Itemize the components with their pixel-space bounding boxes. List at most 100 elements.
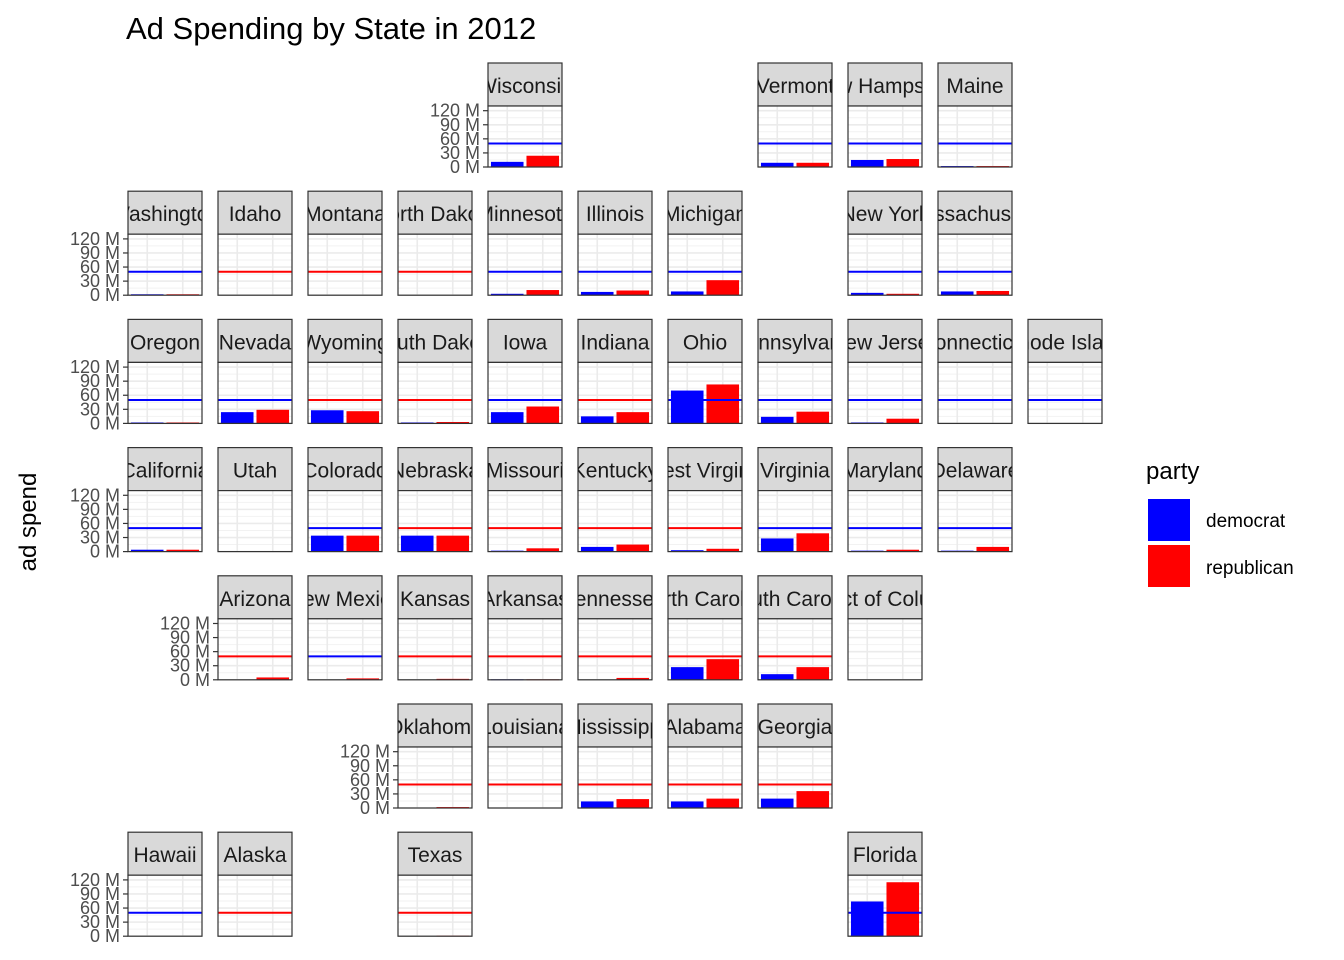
panel-border [127, 874, 203, 937]
strip-label-texas: Texas [408, 844, 463, 867]
bar-nebraska-republican [436, 535, 470, 552]
strip-hawaii [127, 831, 203, 876]
bar-alabama-democrat [670, 801, 704, 808]
y-tick-label: 120 M [70, 229, 120, 249]
strip-label-mississippi: Mississippi [564, 716, 666, 739]
panel-colorado: Colorado [307, 447, 383, 553]
plot-area-new-hampshire [848, 106, 922, 167]
strip-maryland [847, 447, 923, 492]
bar-south-dakota-republican [436, 421, 470, 424]
bar-minnesota-democrat [490, 293, 524, 296]
strip-label-kansas: Kansas [400, 588, 470, 611]
y-tick-label: 0 M [360, 798, 390, 818]
strip-oklahoma [397, 703, 473, 748]
strip-florida [847, 831, 923, 876]
strip-ohio [667, 318, 743, 363]
panel-border [127, 490, 203, 553]
panel-texas: Texas [397, 831, 473, 938]
plot-area-minnesota [488, 234, 562, 296]
bar-massachusetts-republican [976, 290, 1010, 296]
panel-border [397, 618, 473, 681]
bar-colorado-democrat [310, 535, 344, 552]
strip-kentucky [577, 447, 653, 492]
panel-connecticut: Connecticut [937, 318, 1013, 425]
panel-border [487, 105, 563, 168]
bar-new-hampshire-republican [886, 159, 920, 167]
panel-border [217, 618, 293, 681]
panel-idaho: Idaho [217, 190, 293, 297]
panel-pennsylvania: Pennsylvania [757, 318, 833, 425]
y-tick-label: 0 M [90, 926, 120, 946]
panel-border [577, 746, 653, 809]
strip-tennessee [577, 575, 653, 620]
strip-label-missouri: Missouri [486, 460, 564, 483]
panel-border [487, 233, 563, 296]
panel-border [577, 233, 653, 296]
bar-pennsylvania-democrat [760, 416, 794, 424]
strip-arkansas [487, 575, 563, 620]
strip-illinois [577, 190, 653, 235]
bar-georgia-republican [796, 791, 830, 808]
strip-alabama [667, 703, 743, 748]
bar-kentucky-democrat [580, 546, 614, 552]
strip-label-new-hampshire: New Hampshire [810, 75, 959, 98]
panel-border [667, 233, 743, 296]
plot-area-maryland [848, 490, 922, 552]
strip-mississippi [577, 703, 653, 748]
panel-virginia: Virginia [757, 447, 833, 553]
strip-label-iowa: Iowa [503, 331, 548, 354]
plot-area-mississippi [578, 747, 652, 808]
bar-nevada-republican [256, 409, 290, 424]
legend-label-republican: republican [1206, 558, 1294, 579]
strip-label-georgia: Georgia [758, 716, 833, 739]
bar-georgia-democrat [760, 798, 794, 808]
bar-mississippi-democrat [580, 801, 614, 808]
panel-border [577, 490, 653, 553]
plot-area-illinois [578, 234, 652, 296]
plot-area-new-jersey [848, 362, 922, 424]
panel-border [397, 874, 473, 937]
strip-label-maine: Maine [946, 75, 1003, 98]
strip-indiana [577, 318, 653, 363]
strip-minnesota [487, 190, 563, 235]
panel-border [847, 490, 923, 553]
panel-missouri: Missouri [486, 447, 564, 553]
plot-area-washington [128, 234, 202, 296]
panel-border [847, 618, 923, 681]
strip-label-ohio: Ohio [683, 331, 727, 354]
plot-area-oregon [128, 362, 202, 424]
strip-label-north-dakota: North Dakota [373, 203, 497, 226]
panel-south-carolina: South Carolina [757, 575, 833, 681]
bar-virginia-democrat [760, 538, 794, 552]
panel-border [217, 490, 293, 553]
bar-ohio-democrat [670, 390, 704, 424]
panel-border [307, 618, 383, 681]
panel-minnesota: Minnesota [487, 190, 563, 297]
strip-new-york [847, 190, 923, 235]
plot-area-kansas [398, 618, 472, 680]
bar-alabama-republican [706, 798, 740, 808]
strip-label-massachusetts: Massachusetts [905, 203, 1045, 226]
strip-rhode-island [1027, 318, 1103, 363]
panel-louisiana: Louisiana [487, 703, 563, 809]
strip-louisiana [487, 703, 563, 748]
bar-florida-democrat [850, 901, 884, 937]
y-tick-label: 30 M [170, 656, 210, 676]
y-tick-label: 90 M [80, 884, 120, 904]
panel-new-jersey: New Jersey [847, 318, 923, 425]
y-tick-label: 120 M [70, 870, 120, 890]
panel-border [307, 233, 383, 296]
strip-label-montana: Montana [304, 203, 386, 226]
bar-mississippi-republican [616, 799, 650, 808]
strip-south-dakota [397, 318, 473, 363]
panel-border [397, 233, 473, 296]
panel-georgia: Georgia [757, 703, 833, 809]
y-tick-label: 120 M [70, 485, 120, 505]
panel-border [127, 233, 203, 296]
y-tick-label: 0 M [90, 285, 120, 305]
panel-border [397, 746, 473, 809]
strip-label-california: California [121, 460, 210, 483]
